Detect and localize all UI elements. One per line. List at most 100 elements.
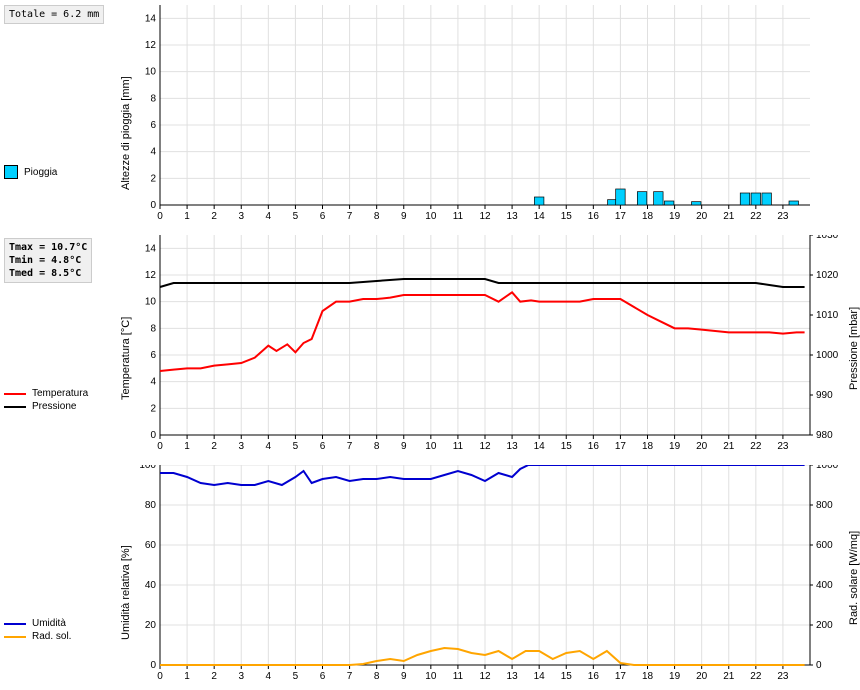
svg-text:990: 990 <box>816 390 833 401</box>
svg-text:6: 6 <box>150 350 156 361</box>
svg-text:0: 0 <box>157 211 163 220</box>
svg-text:80: 80 <box>145 500 157 511</box>
svg-text:1: 1 <box>184 671 190 680</box>
svg-text:14: 14 <box>534 441 546 450</box>
temperatura-label: Temperatura <box>32 388 88 399</box>
svg-text:1000: 1000 <box>816 465 839 471</box>
svg-text:2: 2 <box>211 441 217 450</box>
panel1-legend: Pioggia <box>4 165 114 179</box>
svg-text:10: 10 <box>145 67 157 78</box>
svg-text:11: 11 <box>453 671 464 680</box>
svg-text:8: 8 <box>374 441 380 450</box>
svg-text:9: 9 <box>401 671 407 680</box>
svg-text:21: 21 <box>723 211 735 220</box>
svg-text:0: 0 <box>150 430 156 441</box>
svg-text:0: 0 <box>157 671 163 680</box>
svg-text:1000: 1000 <box>816 350 839 361</box>
svg-text:1: 1 <box>184 441 190 450</box>
svg-text:6: 6 <box>320 671 326 680</box>
svg-text:2: 2 <box>211 211 217 220</box>
svg-text:9: 9 <box>401 211 407 220</box>
svg-text:4: 4 <box>150 147 156 158</box>
pioggia-swatch <box>4 165 18 179</box>
svg-text:2: 2 <box>150 173 156 184</box>
svg-text:800: 800 <box>816 500 833 511</box>
radsol-label: Rad. sol. <box>32 631 71 642</box>
svg-text:8: 8 <box>374 671 380 680</box>
svg-text:7: 7 <box>347 441 353 450</box>
svg-text:23: 23 <box>777 211 789 220</box>
svg-text:3: 3 <box>238 211 244 220</box>
svg-text:14: 14 <box>145 243 157 254</box>
temp-stats-info: Tmax = 10.7°C Tmin = 4.8°C Tmed = 8.5°C <box>4 238 92 283</box>
tmed: Tmed = 8.5°C <box>9 268 81 279</box>
svg-text:1030: 1030 <box>816 235 839 241</box>
svg-text:5: 5 <box>293 441 299 450</box>
svg-text:21: 21 <box>723 441 735 450</box>
svg-text:20: 20 <box>696 671 708 680</box>
svg-text:19: 19 <box>669 441 681 450</box>
svg-text:4: 4 <box>150 377 156 388</box>
svg-text:1: 1 <box>184 211 190 220</box>
svg-text:14: 14 <box>534 211 546 220</box>
svg-text:17: 17 <box>615 671 627 680</box>
svg-text:20: 20 <box>696 211 708 220</box>
svg-text:21: 21 <box>723 671 735 680</box>
radsol-line <box>4 636 26 638</box>
svg-text:11: 11 <box>453 441 464 450</box>
svg-text:8: 8 <box>150 93 156 104</box>
panel2-legend: Temperatura Pressione <box>4 388 114 412</box>
svg-text:2: 2 <box>150 403 156 414</box>
svg-text:400: 400 <box>816 580 833 591</box>
svg-text:17: 17 <box>615 441 627 450</box>
svg-text:13: 13 <box>507 441 519 450</box>
svg-text:8: 8 <box>374 211 380 220</box>
svg-text:18: 18 <box>642 211 654 220</box>
svg-text:0: 0 <box>150 660 156 671</box>
pressione-line <box>4 406 26 408</box>
svg-text:8: 8 <box>150 323 156 334</box>
panel3-plot: 0204060801000123456789101112131415161718… <box>130 465 850 680</box>
svg-text:12: 12 <box>479 671 491 680</box>
svg-text:10: 10 <box>425 211 437 220</box>
svg-text:3: 3 <box>238 671 244 680</box>
svg-text:22: 22 <box>750 211 762 220</box>
svg-text:4: 4 <box>266 211 272 220</box>
panel1-plot: 0246810121401234567891011121314151617181… <box>130 5 850 220</box>
svg-text:0: 0 <box>816 660 822 671</box>
svg-text:18: 18 <box>642 441 654 450</box>
svg-text:16: 16 <box>588 211 600 220</box>
umidita-label: Umidità <box>32 618 66 629</box>
svg-text:7: 7 <box>347 211 353 220</box>
svg-text:20: 20 <box>145 620 157 631</box>
panel3-legend: Umidità Rad. sol. <box>4 618 114 642</box>
svg-text:6: 6 <box>320 441 326 450</box>
svg-text:60: 60 <box>145 540 157 551</box>
svg-text:7: 7 <box>347 671 353 680</box>
svg-text:10: 10 <box>145 297 157 308</box>
svg-text:22: 22 <box>750 671 762 680</box>
svg-text:40: 40 <box>145 580 157 591</box>
svg-text:15: 15 <box>561 671 573 680</box>
svg-text:6: 6 <box>320 211 326 220</box>
svg-text:4: 4 <box>266 671 272 680</box>
svg-text:13: 13 <box>507 211 519 220</box>
svg-text:10: 10 <box>425 671 437 680</box>
svg-text:200: 200 <box>816 620 833 631</box>
svg-text:16: 16 <box>588 441 600 450</box>
svg-text:12: 12 <box>145 270 157 281</box>
svg-text:5: 5 <box>293 211 299 220</box>
svg-text:19: 19 <box>669 671 681 680</box>
svg-text:17: 17 <box>615 211 627 220</box>
svg-text:20: 20 <box>696 441 708 450</box>
svg-text:23: 23 <box>777 671 789 680</box>
svg-text:12: 12 <box>145 40 157 51</box>
svg-text:980: 980 <box>816 430 833 441</box>
svg-text:0: 0 <box>150 200 156 211</box>
svg-text:12: 12 <box>479 441 491 450</box>
svg-text:12: 12 <box>479 211 491 220</box>
svg-text:16: 16 <box>588 671 600 680</box>
svg-text:3: 3 <box>238 441 244 450</box>
svg-text:23: 23 <box>777 441 789 450</box>
svg-text:14: 14 <box>534 671 546 680</box>
